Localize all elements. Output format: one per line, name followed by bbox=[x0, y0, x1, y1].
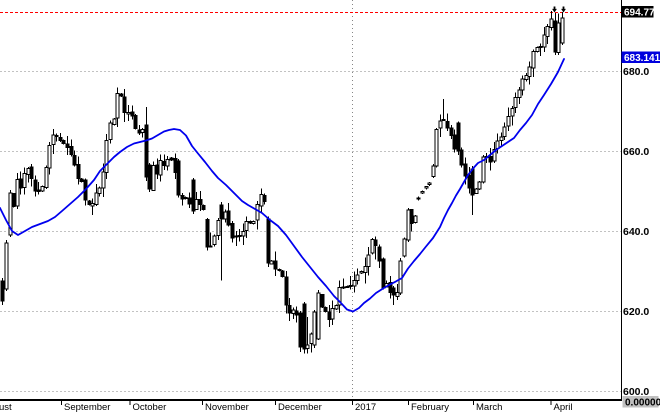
svg-text:694.77: 694.77 bbox=[624, 8, 655, 19]
svg-text:683.141: 683.141 bbox=[624, 53, 660, 64]
svg-text:640.0: 640.0 bbox=[623, 226, 649, 238]
svg-text:September: September bbox=[64, 402, 110, 412]
svg-text:October: October bbox=[133, 402, 167, 412]
svg-text:ust: ust bbox=[0, 402, 12, 412]
svg-text:November: November bbox=[205, 402, 249, 412]
svg-text:2017: 2017 bbox=[355, 402, 376, 412]
svg-text:680.0: 680.0 bbox=[623, 66, 649, 78]
svg-text:December: December bbox=[278, 402, 322, 412]
svg-text:660.0: 660.0 bbox=[623, 146, 649, 158]
svg-text:620.0: 620.0 bbox=[623, 306, 649, 318]
svg-text:600.0: 600.0 bbox=[623, 386, 649, 398]
svg-text:April: April bbox=[554, 402, 573, 412]
svg-text:February: February bbox=[411, 402, 449, 412]
svg-text:March: March bbox=[476, 402, 502, 412]
svg-text:0.00000: 0.00000 bbox=[625, 398, 660, 409]
